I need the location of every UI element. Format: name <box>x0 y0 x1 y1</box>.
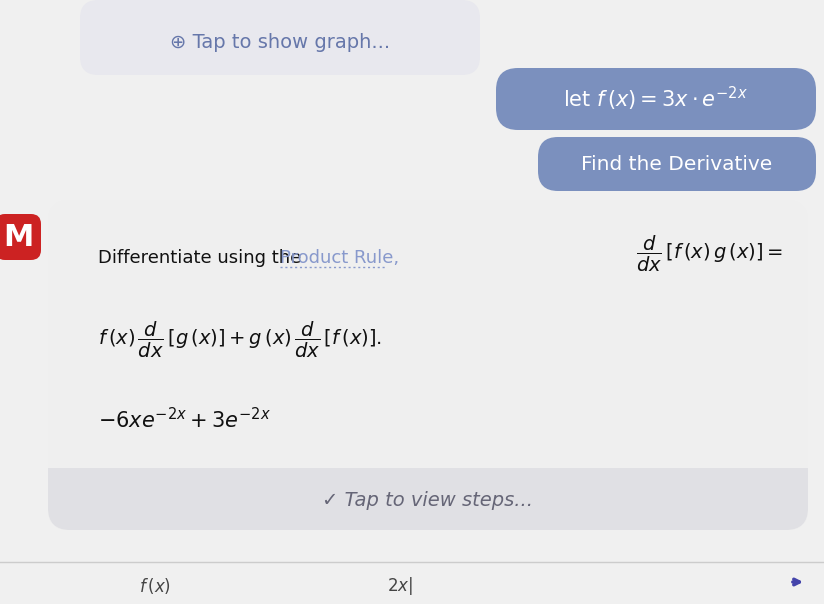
FancyBboxPatch shape <box>80 0 480 75</box>
Text: Find the Derivative: Find the Derivative <box>582 155 773 173</box>
Text: $f\,(x)$: $f\,(x)$ <box>139 576 171 596</box>
FancyBboxPatch shape <box>496 68 816 130</box>
FancyBboxPatch shape <box>48 468 808 530</box>
Text: ✓ Tap to view steps...: ✓ Tap to view steps... <box>322 492 533 510</box>
Text: M: M <box>2 222 33 251</box>
Text: $-6xe^{-2x} + 3e^{-2x}$: $-6xe^{-2x} + 3e^{-2x}$ <box>98 408 271 432</box>
FancyBboxPatch shape <box>48 200 808 530</box>
Text: Differentiate using the: Differentiate using the <box>98 249 307 267</box>
Text: Product Rule,: Product Rule, <box>280 249 399 267</box>
Text: $\dfrac{d}{dx}\,[f\,(x)\,g\,(x)]=$: $\dfrac{d}{dx}\,[f\,(x)\,g\,(x)]=$ <box>636 234 783 274</box>
Bar <box>48 468 808 499</box>
Text: let $f\,(x) = 3x \cdot e^{-2x}$: let $f\,(x) = 3x \cdot e^{-2x}$ <box>564 85 748 113</box>
Text: $f\,(x)\,\dfrac{d}{dx}\,[g\,(x)] + g\,(x)\,\dfrac{d}{dx}\,[f\,(x)].$: $f\,(x)\,\dfrac{d}{dx}\,[g\,(x)] + g\,(x… <box>98 320 382 360</box>
Text: $2x|$: $2x|$ <box>387 575 413 597</box>
Text: ⊕ Tap to show graph...: ⊕ Tap to show graph... <box>170 33 390 51</box>
FancyBboxPatch shape <box>0 214 41 260</box>
FancyBboxPatch shape <box>538 137 816 191</box>
